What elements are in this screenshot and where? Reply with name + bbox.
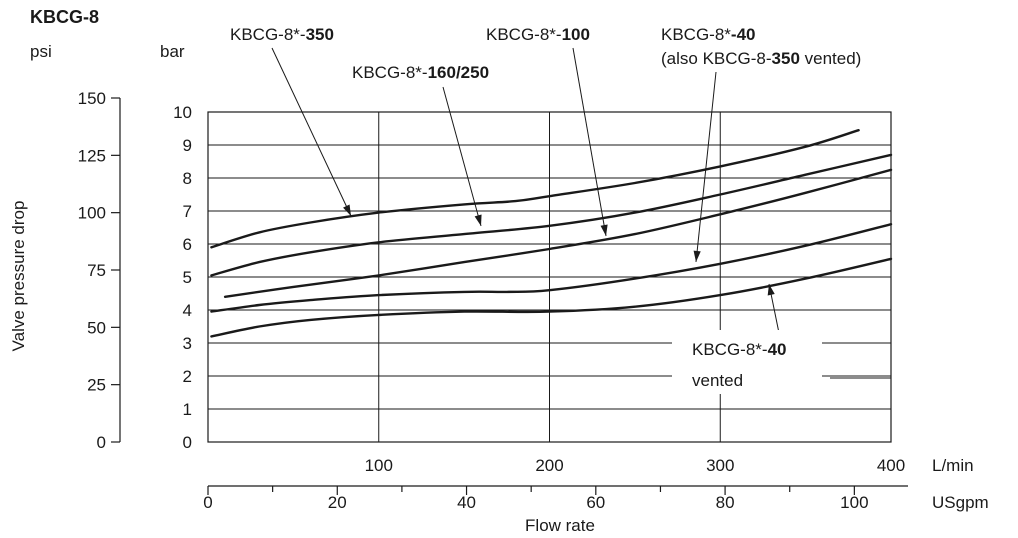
leader-350-line [271, 47, 352, 217]
usgpm-tick-label: 60 [586, 493, 605, 512]
bar-tick-label: 3 [183, 334, 192, 353]
leader-100-arrowhead [600, 224, 608, 236]
bar-tick-label: 1 [183, 400, 192, 419]
curve-40-vented [210, 257, 893, 338]
lpm-tick-label: 400 [877, 456, 905, 475]
psi-unit-label: psi [30, 42, 52, 61]
label-series-160-250: KBCG-8*-160/250 [352, 63, 489, 82]
plot-frame [207, 111, 892, 443]
psi-tick-label: 50 [87, 318, 106, 337]
label-series-40: KBCG-8*-40 [661, 25, 756, 44]
leader-40-arrowhead [693, 250, 701, 262]
curve-40 [210, 223, 893, 313]
leader-350-arrowhead [343, 204, 351, 216]
label-series-100: KBCG-8*-100 [486, 25, 590, 44]
bar-tick-label: 2 [183, 367, 192, 386]
chart-title: KBCG-8 [30, 7, 99, 27]
label-series-40-vented-line2: vented [692, 371, 743, 390]
leader-40-line [695, 71, 717, 263]
leader-160-250-arrowhead [474, 214, 482, 226]
bar-tick-label: 4 [183, 301, 192, 320]
bar-tick-label: 9 [183, 136, 192, 155]
usgpm-tick-label: 0 [203, 493, 212, 512]
psi-tick-label: 25 [87, 376, 106, 395]
axes [111, 97, 908, 495]
lpm-tick-label: 200 [535, 456, 563, 475]
series-curves [210, 129, 893, 338]
psi-tick-label: 100 [78, 204, 106, 223]
psi-tick-label: 125 [78, 146, 106, 165]
label-series-40-vented: KBCG-8*-40 [692, 340, 787, 359]
psi-tick-label: 75 [87, 261, 106, 280]
usgpm-tick-label: 20 [328, 493, 347, 512]
bar-tick-label: 10 [173, 103, 192, 122]
label-series-350: KBCG-8*-350 [230, 25, 334, 44]
usgpm-tick-label: 100 [840, 493, 868, 512]
callout-background [672, 330, 822, 394]
y-axis-title: Valve pressure drop [9, 201, 28, 352]
usgpm-tick-label: 80 [716, 493, 735, 512]
x-axis-title: Flow rate [525, 516, 595, 535]
curve-350 [210, 129, 860, 249]
bar-tick-label: 8 [183, 169, 192, 188]
lpm-unit-label: L/min [932, 456, 974, 475]
psi-tick-label: 0 [97, 433, 106, 452]
usgpm-tick-label: 40 [457, 493, 476, 512]
bar-unit-label: bar [160, 42, 185, 61]
label-series-40-also: (also KBCG-8-350 vented) [661, 49, 861, 68]
bar-tick-label: 5 [183, 268, 192, 287]
usgpm-unit-label: USgpm [932, 493, 989, 512]
psi-tick-label: 150 [78, 89, 106, 108]
lpm-tick-label: 100 [365, 456, 393, 475]
curve-100 [223, 168, 893, 298]
bar-tick-label: 0 [183, 433, 192, 452]
curve-160-250 [210, 153, 893, 277]
bar-tick-label: 7 [183, 202, 192, 221]
leader-100-line [572, 47, 607, 237]
lpm-tick-label: 300 [706, 456, 734, 475]
bar-tick-label: 6 [183, 235, 192, 254]
